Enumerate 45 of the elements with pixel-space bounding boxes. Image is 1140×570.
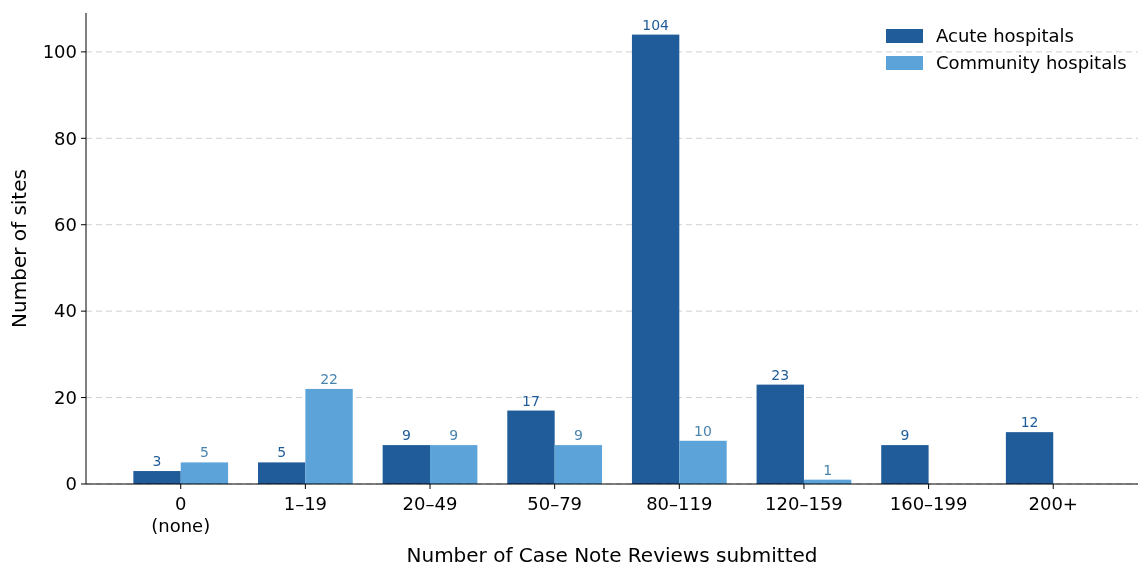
y-tick-label: 20 (54, 386, 77, 408)
bar (507, 410, 555, 484)
data-label: 22 (320, 370, 338, 387)
y-tick-label: 100 (42, 41, 77, 63)
bar (258, 462, 306, 484)
data-label: 3 (152, 453, 162, 470)
data-label: 5 (277, 444, 287, 461)
x-tick-label: 80–119 (646, 493, 713, 514)
x-axis-title: Number of Case Note Reviews submitted (406, 543, 818, 567)
y-axis-title: Number of sites (7, 169, 31, 328)
bar (554, 445, 603, 484)
data-label: 10 (694, 422, 712, 439)
x-tick-label: 120–159 (765, 493, 843, 514)
x-tick-label: 1–19 (283, 493, 328, 514)
data-label: 5 (199, 444, 209, 461)
bar (631, 34, 680, 484)
bar (133, 471, 181, 484)
legend-label: Community hospitals (936, 52, 1127, 73)
legend-label: Acute hospitals (936, 25, 1074, 46)
bar (430, 445, 478, 484)
y-tick-label: 0 (65, 473, 77, 495)
bar (382, 445, 431, 484)
y-tick-label: 60 (54, 214, 77, 236)
x-tick-label: 0 (none) (151, 493, 211, 536)
data-label: 1 (823, 461, 833, 478)
x-tick-label: 20–49 (402, 493, 458, 514)
data-label: 23 (771, 366, 790, 383)
data-label: 9 (449, 427, 459, 444)
data-label: 104 (642, 16, 670, 33)
y-tick-label: 40 (54, 300, 77, 322)
data-label: 9 (401, 427, 411, 444)
bar (679, 440, 727, 484)
x-tick-label: 50–79 (527, 493, 583, 514)
bar (1005, 432, 1054, 484)
data-label: 17 (522, 392, 540, 409)
bar (756, 384, 804, 484)
x-tick-label: 200+ (1028, 493, 1078, 514)
data-label: 9 (900, 427, 910, 444)
bar (180, 462, 229, 484)
data-label: 9 (573, 427, 583, 444)
x-tick-label: 160–199 (889, 493, 968, 514)
bar (305, 388, 353, 484)
bar (881, 445, 929, 484)
data-label: 12 (1020, 414, 1039, 431)
y-tick-label: 80 (54, 127, 77, 149)
